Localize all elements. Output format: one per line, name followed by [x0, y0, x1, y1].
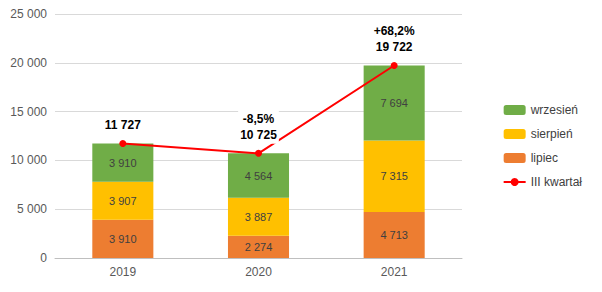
svg-text:wrzesień: wrzesień: [530, 103, 578, 117]
svg-text:3 910: 3 910: [109, 233, 137, 245]
svg-text:4 564: 4 564: [245, 170, 273, 182]
svg-text:-8,5%: -8,5%: [243, 112, 275, 126]
svg-text:lipiec: lipiec: [531, 151, 558, 165]
svg-text:19 722: 19 722: [376, 40, 413, 54]
svg-text:0: 0: [40, 251, 47, 265]
svg-text:10 725: 10 725: [240, 128, 277, 142]
svg-text:+68,2%: +68,2%: [374, 24, 415, 38]
svg-text:20 000: 20 000: [10, 56, 47, 70]
svg-text:3 907: 3 907: [109, 195, 137, 207]
svg-text:sierpień: sierpień: [531, 127, 573, 141]
svg-text:7 315: 7 315: [380, 170, 408, 182]
svg-text:2021: 2021: [381, 265, 408, 279]
svg-text:7 694: 7 694: [380, 97, 408, 109]
svg-text:III kwartał: III kwartał: [531, 175, 583, 189]
svg-text:3 887: 3 887: [245, 211, 273, 223]
svg-text:5 000: 5 000: [17, 202, 47, 216]
svg-text:2020: 2020: [245, 265, 272, 279]
svg-text:25 000: 25 000: [10, 7, 47, 21]
svg-text:2 274: 2 274: [245, 241, 273, 253]
svg-text:11 727: 11 727: [105, 118, 141, 132]
svg-text:2019: 2019: [109, 265, 136, 279]
svg-text:4 713: 4 713: [380, 229, 408, 241]
svg-text:10 000: 10 000: [10, 153, 47, 167]
svg-text:15 000: 15 000: [10, 105, 47, 119]
svg-text:3 910: 3 910: [109, 157, 137, 169]
